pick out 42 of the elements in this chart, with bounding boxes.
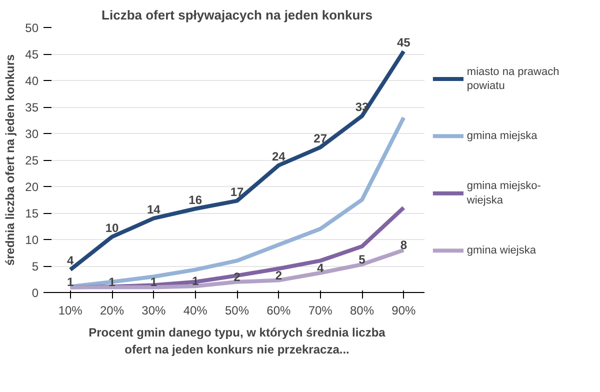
x-tick-label: 50%	[224, 304, 250, 318]
legend-label: gmina miejsko-wiejska	[466, 180, 542, 207]
legend-label: gmina miejska	[466, 130, 538, 142]
x-tick-label: 90%	[392, 304, 416, 318]
x-tick-label: 20%	[100, 304, 124, 318]
y-axis-title: średnia liczba ofert na jeden konkurs	[3, 54, 18, 266]
y-tick-label: 50	[25, 21, 39, 35]
legend-label: gmina wiejska	[466, 244, 537, 257]
data-label: 14	[146, 202, 161, 216]
data-label: 27	[314, 131, 328, 146]
x-tick-label: 30%	[142, 304, 166, 318]
y-tick-label: 0	[32, 286, 39, 300]
data-label: 45	[396, 35, 411, 50]
y-tick-label: 45	[25, 48, 39, 62]
line-series	[68, 248, 406, 290]
line-series	[68, 49, 406, 272]
data-label: 1	[66, 275, 74, 290]
x-tick-label: 70%	[308, 304, 333, 318]
y-tick-label: 20	[25, 180, 39, 194]
data-label: 2	[275, 268, 282, 282]
data-label: 24	[272, 149, 286, 164]
x-tick-label: 80%	[350, 304, 374, 318]
x-tick-label: 60%	[266, 304, 292, 318]
data-label: 10	[105, 220, 119, 235]
chart-title: Liczba ofert spływajacych na jeden konkurs	[102, 8, 372, 22]
legend-label: miasto na prawach powiatu	[466, 66, 560, 92]
y-tick-label: 40	[25, 74, 39, 88]
data-label: 17	[230, 184, 244, 199]
y-tick-label: 5	[32, 260, 39, 274]
x-tick-label: 10%	[58, 304, 83, 318]
data-label: 4	[316, 260, 324, 275]
data-label: 4	[66, 254, 74, 268]
x-tick-label: 40%	[183, 304, 208, 318]
y-tick-label: 25	[25, 154, 39, 168]
data-label: 8	[400, 238, 408, 252]
y-tick-label: 10	[25, 233, 39, 247]
data-label: 16	[188, 192, 202, 207]
y-tick-label: 30	[25, 127, 39, 141]
data-label: 5	[358, 252, 366, 266]
y-tick-label: 35	[25, 100, 39, 114]
x-axis-title: Procent gmin danego typu, w których średnia liczba ofert na jeden konkurs nie przekracza...	[88, 326, 386, 356]
y-tick-label: 15	[25, 206, 39, 220]
